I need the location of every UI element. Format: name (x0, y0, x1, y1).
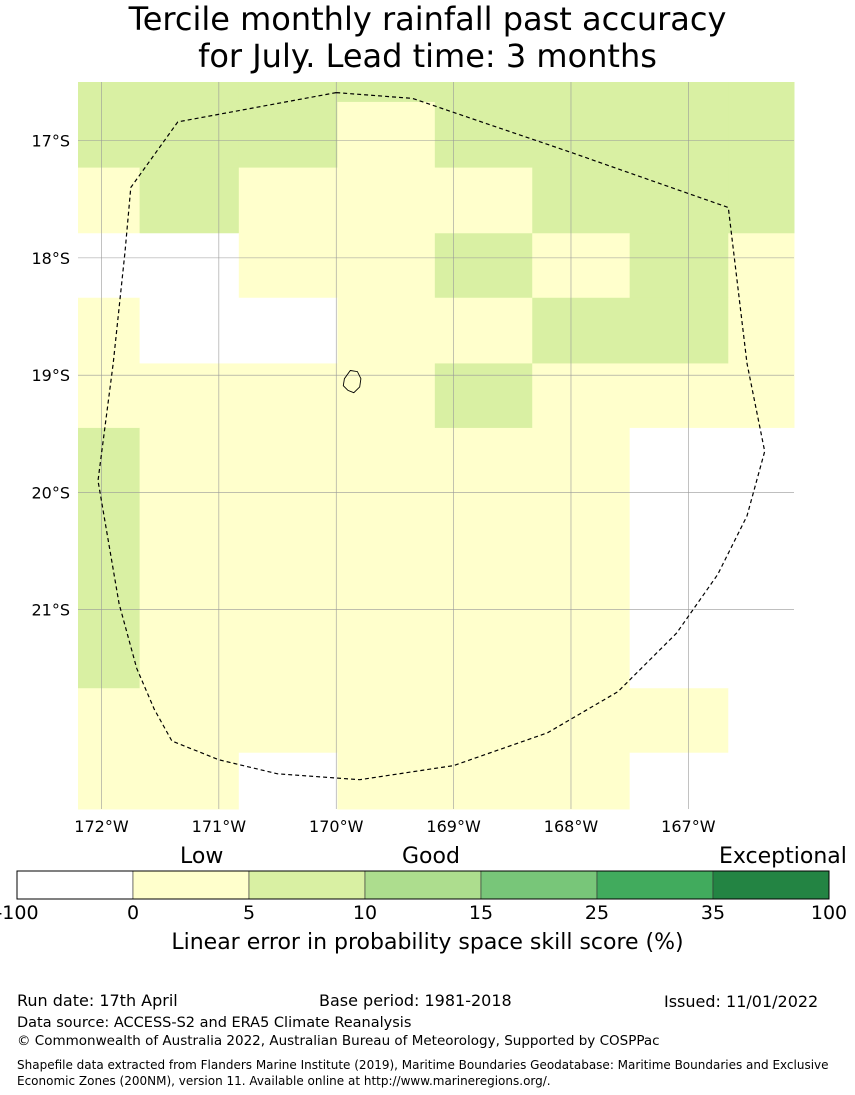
grid-cell (532, 363, 795, 429)
longitude-tick-label: 169°W (426, 817, 481, 836)
colorbar-bin (480, 870, 598, 900)
skill-grid (78, 82, 795, 810)
grid-cell (337, 82, 436, 103)
grid-cell (728, 82, 795, 169)
latitude-tick-label: 17°S (31, 132, 70, 151)
colorbar-caption: Linear error in probability space skill … (171, 930, 684, 955)
latitude-tick-label: 19°S (31, 366, 70, 385)
map-title-line-2: for July. Lead time: 3 months (198, 37, 657, 75)
longitude-tick-label: 170°W (309, 817, 364, 836)
shapefile-credit-line-1: Shapefile data extracted from Flanders M… (17, 1058, 829, 1072)
grid-cell (629, 82, 729, 169)
colorbar-category-good: Good (402, 844, 460, 869)
colorbar-tick-label: 0 (126, 902, 140, 924)
map-outlines (97, 92, 766, 781)
colorbar-tick-label: 15 (468, 902, 494, 924)
grid-cell (78, 752, 240, 810)
grid-cell (238, 297, 338, 364)
grid-cell (139, 297, 240, 364)
grid-cell (728, 297, 795, 364)
grid-cell (78, 233, 141, 299)
data-source: Data source: ACCESS-S2 and ERA5 Climate … (17, 1015, 412, 1031)
colorbar-category-exceptional: Exceptional (719, 844, 847, 869)
grid-cell (434, 167, 533, 234)
colorbar-tick-label: -100 (0, 902, 39, 924)
grid-cell (139, 167, 240, 234)
grid-cell (434, 82, 533, 169)
grid-cell (629, 167, 729, 234)
colorbar-category-low: Low (180, 844, 224, 869)
colorbar-tick-label: 100 (810, 902, 848, 924)
grid-cell (629, 688, 729, 754)
grid-cell (337, 297, 436, 364)
grid-cell (629, 297, 729, 364)
grid-cell (629, 427, 795, 689)
grid-cell (139, 363, 436, 429)
island-outline (342, 370, 362, 394)
grid-cell (238, 752, 338, 810)
grid-cell (434, 233, 533, 299)
grid-cell (532, 82, 631, 169)
colorbar-bin (132, 870, 250, 900)
colorbar-bin (596, 870, 714, 900)
axis-labels: 17°S 18°S 19°S 20°S 21°S 172°W 171°W 170°W 169°W… (31, 132, 715, 836)
grid-cell (139, 233, 240, 299)
colorbar-tick-label: 10 (352, 902, 378, 924)
graticule (78, 82, 794, 809)
copyright: © Commonwealth of Australia 2022, Austra… (17, 1033, 660, 1049)
grid-cell (337, 101, 436, 169)
colorbar-tick-label: 35 (700, 902, 726, 924)
colorbar-bin (16, 870, 134, 900)
grid-cell (238, 82, 338, 169)
grid-cell (337, 233, 436, 299)
grid-cell (78, 297, 141, 364)
grid-cell (434, 297, 533, 364)
grid-cell (532, 233, 631, 299)
grid-cell (78, 427, 141, 689)
grid-cell (434, 363, 533, 429)
issued-date: Issued: 11/01/2022 (664, 992, 819, 1011)
latitude-tick-label: 21°S (31, 601, 70, 620)
colorbar-frame (16, 870, 830, 900)
eez-boundary (97, 92, 766, 781)
grid-cell (238, 167, 338, 234)
grid-cell (728, 167, 795, 234)
grid-cell (532, 297, 631, 364)
grid-cell (337, 167, 436, 234)
grid-cell (728, 688, 795, 754)
colorbar-tick-label: 25 (584, 902, 610, 924)
longitude-tick-label: 167°W (661, 817, 716, 836)
grid-cell (337, 752, 631, 810)
grid-cell (139, 427, 631, 689)
grid-cell (78, 82, 141, 169)
longitude-tick-label: 172°W (74, 817, 129, 836)
grid-cell (78, 167, 141, 234)
grid-cell (238, 233, 338, 299)
grid-cell (728, 233, 795, 299)
colorbar-tick-label: 5 (242, 902, 256, 924)
grid-cell (139, 82, 240, 169)
shapefile-credit-line-2: Economic Zones (200NM), version 11. Avai… (17, 1074, 551, 1088)
colorbar-bin (364, 870, 482, 900)
latitude-tick-label: 18°S (31, 249, 70, 268)
colorbar (16, 870, 830, 900)
colorbar-bin (248, 870, 366, 900)
grid-cell (629, 233, 729, 299)
run-date: Run date: 17th April (17, 991, 178, 1010)
grid-cell (629, 752, 795, 810)
latitude-tick-label: 20°S (31, 483, 70, 502)
map-title-line-1: Tercile monthly rainfall past accuracy (128, 0, 727, 38)
longitude-tick-label: 168°W (544, 817, 599, 836)
longitude-tick-label: 171°W (192, 817, 247, 836)
base-period: Base period: 1981-2018 (319, 991, 512, 1010)
grid-cell (78, 688, 631, 754)
colorbar-bin (712, 870, 830, 900)
grid-cell (532, 167, 631, 234)
